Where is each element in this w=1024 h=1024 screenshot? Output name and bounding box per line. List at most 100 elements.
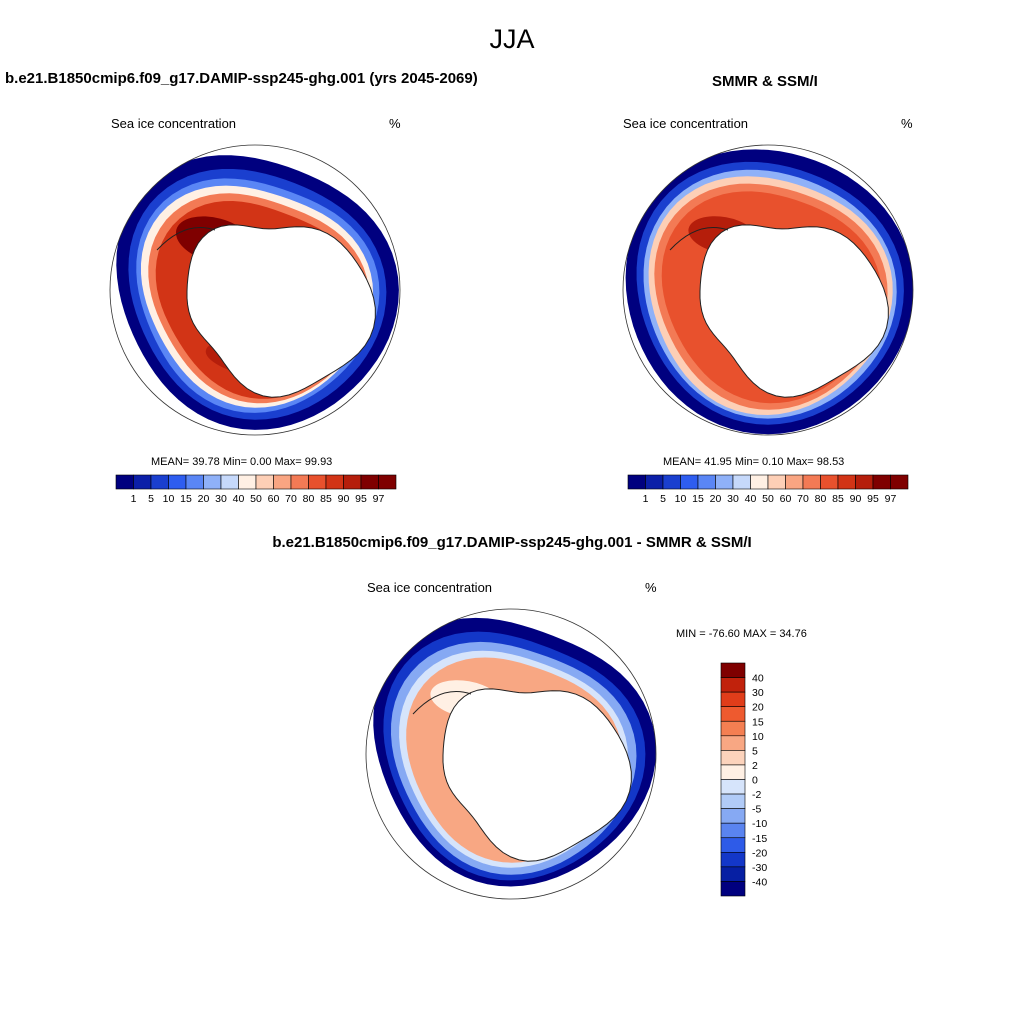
- colorbar-swatch: [720, 852, 746, 868]
- colorbar-swatch: [308, 474, 327, 490]
- colorbar-swatch: [185, 474, 204, 490]
- colorbar-swatch: [720, 750, 746, 766]
- colorbar-swatch: [750, 474, 769, 490]
- colorbar-tick-label: 85: [320, 493, 332, 505]
- colorbar-tick-label: 15: [692, 493, 704, 505]
- colorbar-swatch: [133, 474, 152, 490]
- model-panel-title: b.e21.B1850cmip6.f09_g17.DAMIP-ssp245-gh…: [5, 70, 478, 87]
- colorbar-tick-label: 70: [285, 493, 297, 505]
- colorbar-tick-label: 50: [250, 493, 262, 505]
- colorbar-swatch: [732, 474, 751, 490]
- antarctic-peninsula: [156, 227, 216, 251]
- colorbar-swatch: [360, 474, 379, 490]
- colorbar-swatch: [325, 474, 344, 490]
- colorbar-tick-label: -20: [752, 847, 767, 859]
- colorbar-tick-label: 2: [752, 760, 758, 772]
- colorbar-swatch: [720, 866, 746, 882]
- colorbar-tick-label: 30: [727, 493, 739, 505]
- colorbar-tick-label: 97: [373, 493, 385, 505]
- colorbar-swatch: [767, 474, 786, 490]
- colorbar-swatch: [203, 474, 222, 490]
- obs-map: [622, 144, 914, 436]
- diff-units-label: %: [645, 580, 657, 595]
- antarctic-peninsula: [412, 691, 472, 715]
- colorbar-tick-label: 97: [885, 493, 897, 505]
- obs-colorbar: 1 5 10 15 20 30 40 50 60 70 80 85 90 95 97: [627, 474, 909, 505]
- colorbar-swatch: [680, 474, 699, 490]
- colorbar-swatch: [855, 474, 874, 490]
- obs-variable-label: Sea ice concentration: [623, 116, 749, 131]
- colorbar-swatch: [720, 779, 746, 795]
- colorbar-tick-label: 15: [180, 493, 192, 505]
- diff-panel-title: b.e21.B1850cmip6.f09_g17.DAMIP-ssp245-gh…: [272, 534, 752, 551]
- colorbar-swatch: [802, 474, 821, 490]
- colorbar-tick-label: -5: [752, 804, 761, 816]
- antarctica-continent: [186, 224, 376, 398]
- colorbar-swatch: [820, 474, 839, 490]
- colorbar-tick-label: 80: [303, 493, 315, 505]
- colorbar-tick-label: 40: [233, 493, 245, 505]
- colorbar-tick-label: 20: [752, 702, 764, 714]
- colorbar-swatch: [720, 691, 746, 707]
- colorbar-tick-label: 80: [815, 493, 827, 505]
- colorbar-tick-label: -15: [752, 833, 767, 845]
- colorbar-swatch: [238, 474, 257, 490]
- colorbar-swatch: [720, 822, 746, 839]
- colorbar-swatch: [890, 474, 909, 490]
- colorbar-swatch: [720, 706, 746, 722]
- colorbar-tick-label: 15: [752, 716, 764, 728]
- colorbar-swatch: [720, 677, 746, 693]
- antarctica-continent: [442, 688, 632, 862]
- colorbar-swatch: [273, 474, 292, 490]
- diff-map: [365, 608, 657, 900]
- colorbar-swatch: [837, 474, 856, 490]
- colorbar-swatch: [168, 474, 187, 490]
- colorbar-tick-label: 40: [745, 493, 757, 505]
- colorbar-swatch: [720, 808, 746, 824]
- colorbar-tick-label: 85: [832, 493, 844, 505]
- colorbar-tick-label: -2: [752, 789, 761, 801]
- colorbar-swatch: [343, 474, 362, 490]
- colorbar-tick-label: 90: [850, 493, 862, 505]
- colorbar-tick-label: 70: [797, 493, 809, 505]
- colorbar-tick-label: -10: [752, 818, 767, 830]
- diff-stats: MIN = -76.60 MAX = 34.76: [676, 628, 807, 640]
- colorbar-swatch: [872, 474, 891, 490]
- colorbar-swatch: [720, 720, 746, 737]
- model-variable-label: Sea ice concentration: [111, 116, 237, 131]
- colorbar-swatch: [720, 793, 746, 809]
- colorbar-swatch: [697, 474, 716, 490]
- model-stats: MEAN= 39.78 Min= 0.00 Max= 99.93: [151, 456, 333, 468]
- colorbar-swatch: [720, 881, 746, 897]
- colorbar-tick-label: 1: [643, 493, 649, 505]
- colorbar-tick-label: 60: [268, 493, 280, 505]
- map-model-boundary: [109, 144, 401, 436]
- colorbar-tick-label: 95: [867, 493, 879, 505]
- colorbar-tick-label: 30: [215, 493, 227, 505]
- colorbar-swatch: [720, 662, 746, 678]
- colorbar-swatch: [645, 474, 664, 490]
- colorbar-swatch: [720, 837, 746, 853]
- colorbar-swatch: [290, 474, 309, 490]
- colorbar-tick-label: -40: [752, 876, 767, 888]
- colorbar-tick-label: 0: [752, 775, 758, 787]
- colorbar-tick-label: 95: [355, 493, 367, 505]
- colorbar-tick-label: 40: [752, 673, 764, 685]
- antarctica-continent: [699, 224, 889, 398]
- colorbar-swatch: [220, 474, 239, 490]
- map-diff-boundary: [365, 608, 657, 900]
- colorbar-swatch: [627, 474, 646, 490]
- colorbar-swatch: [785, 474, 804, 490]
- colorbar-swatch: [115, 474, 134, 490]
- colorbar-tick-label: 1: [131, 493, 137, 505]
- colorbar-swatch: [150, 474, 169, 490]
- colorbar-swatch: [378, 474, 397, 490]
- obs-panel-title: SMMR & SSM/I: [712, 73, 818, 90]
- colorbar-tick-label: 5: [660, 493, 666, 505]
- colorbar-swatch: [715, 474, 734, 490]
- colorbar-tick-label: 10: [752, 731, 764, 743]
- figure-title: JJA: [489, 24, 535, 54]
- diff-variable-label: Sea ice concentration: [367, 580, 493, 595]
